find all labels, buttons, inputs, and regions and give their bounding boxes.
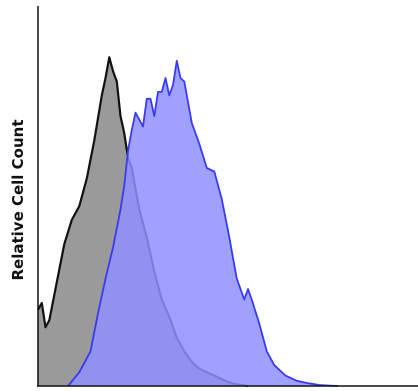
plot-area <box>37 56 339 388</box>
stained-histogram-outline <box>67 59 339 387</box>
control-histogram-fill <box>38 57 248 387</box>
y-axis-label: Relative Cell Count <box>9 119 27 280</box>
stained-histogram-fill <box>68 60 338 387</box>
